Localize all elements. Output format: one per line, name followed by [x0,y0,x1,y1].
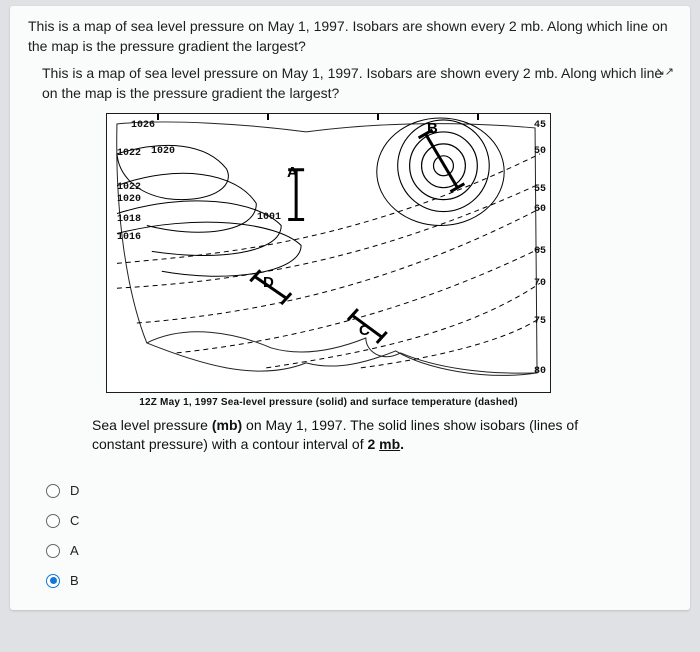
radio-icon[interactable] [46,544,60,558]
option-c[interactable]: C [46,506,672,536]
temp-label: 70 [534,278,546,289]
option-d[interactable]: D [46,476,672,506]
weather-map: 1026 1022 1020 1022 1020 1018 1016 1001 … [106,113,551,393]
question-intro-text: This is a map of sea level pressure on M… [28,16,672,57]
question-card: This is a map of sea level pressure on M… [10,6,690,610]
question-repeat-span: This is a map of sea level pressure on M… [42,65,662,101]
pressure-label: 1016 [117,232,141,243]
answer-options: D C A B [46,476,672,596]
temp-label: 60 [534,204,546,215]
option-label: D [70,483,79,498]
pressure-label: 1026 [131,120,155,131]
map-caption: 12Z May 1, 1997 Sea-level pressure (soli… [106,393,551,416]
option-label: C [70,513,79,528]
option-label: B [70,573,79,588]
section-letter-d: D [263,274,274,291]
fullscreen-icon[interactable]: ↘↗ [656,65,674,81]
temp-label: 50 [534,146,546,157]
temp-label: 65 [534,246,546,257]
pressure-label: 1020 [117,194,141,205]
temp-label: 80 [534,366,546,377]
temp-label: 75 [534,316,546,327]
temp-label: 45 [534,120,546,131]
pressure-label: 1022 [117,148,141,159]
section-letter-c: C [359,322,370,339]
radio-icon[interactable] [46,484,60,498]
section-letter-a: A [287,164,298,181]
radio-icon[interactable] [46,514,60,528]
figure-wrap: 1026 1022 1020 1022 1020 1018 1016 1001 … [106,113,586,454]
question-repeat-text: This is a map of sea level pressure on M… [42,63,672,104]
temp-label: 55 [534,184,546,195]
map-explanation: Sea level pressure (mb) on May 1, 1997. … [92,416,592,454]
pressure-label: 1018 [117,214,141,225]
pressure-label: 1020 [151,146,175,157]
section-letter-b: B [427,120,438,137]
option-a[interactable]: A [46,536,672,566]
option-label: A [70,543,79,558]
pressure-label: 1022 [117,182,141,193]
pressure-label: 1001 [257,212,281,223]
option-b[interactable]: B [46,566,672,596]
radio-icon[interactable] [46,574,60,588]
